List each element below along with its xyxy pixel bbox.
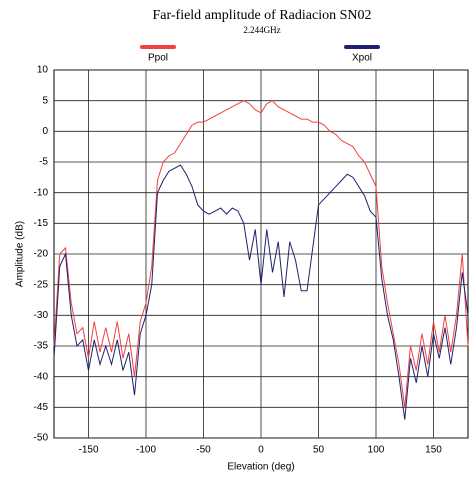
series-line: [53, 164, 469, 420]
y-tick-label: -45: [34, 402, 49, 413]
x-tick-label: 50: [313, 445, 325, 456]
series-line: [53, 100, 469, 408]
chart-title: Far-field amplitude of Radiacion SN02: [152, 8, 371, 23]
y-tick-label: 5: [42, 95, 48, 106]
chart-subtitle: 2.244GHz: [243, 25, 280, 35]
x-axis-label: Elevation (deg): [227, 462, 294, 473]
y-axis-label: Amplitude (dB): [15, 221, 26, 287]
y-tick-label: -35: [34, 341, 49, 352]
y-tick-label: 0: [42, 126, 48, 137]
x-tick-label: 100: [368, 445, 385, 456]
y-tick-label: -25: [34, 279, 49, 290]
y-tick-label: 10: [37, 65, 49, 76]
y-tick-label: -10: [34, 187, 49, 198]
legend-swatch: [344, 45, 380, 49]
y-tick-label: -15: [34, 218, 49, 229]
x-tick-label: -100: [136, 445, 156, 456]
legend-label: Xpol: [352, 53, 372, 64]
x-tick-label: -50: [196, 445, 211, 456]
legend-label: Ppol: [148, 53, 168, 64]
y-tick-label: -30: [34, 310, 49, 321]
y-tick-label: -50: [34, 433, 49, 444]
y-tick-label: -20: [34, 249, 49, 260]
legend-swatch: [140, 45, 176, 49]
x-tick-label: 150: [425, 445, 442, 456]
y-tick-label: -40: [34, 371, 49, 382]
y-tick-label: -5: [39, 157, 48, 168]
x-tick-label: -150: [78, 445, 98, 456]
x-tick-label: 0: [258, 445, 264, 456]
